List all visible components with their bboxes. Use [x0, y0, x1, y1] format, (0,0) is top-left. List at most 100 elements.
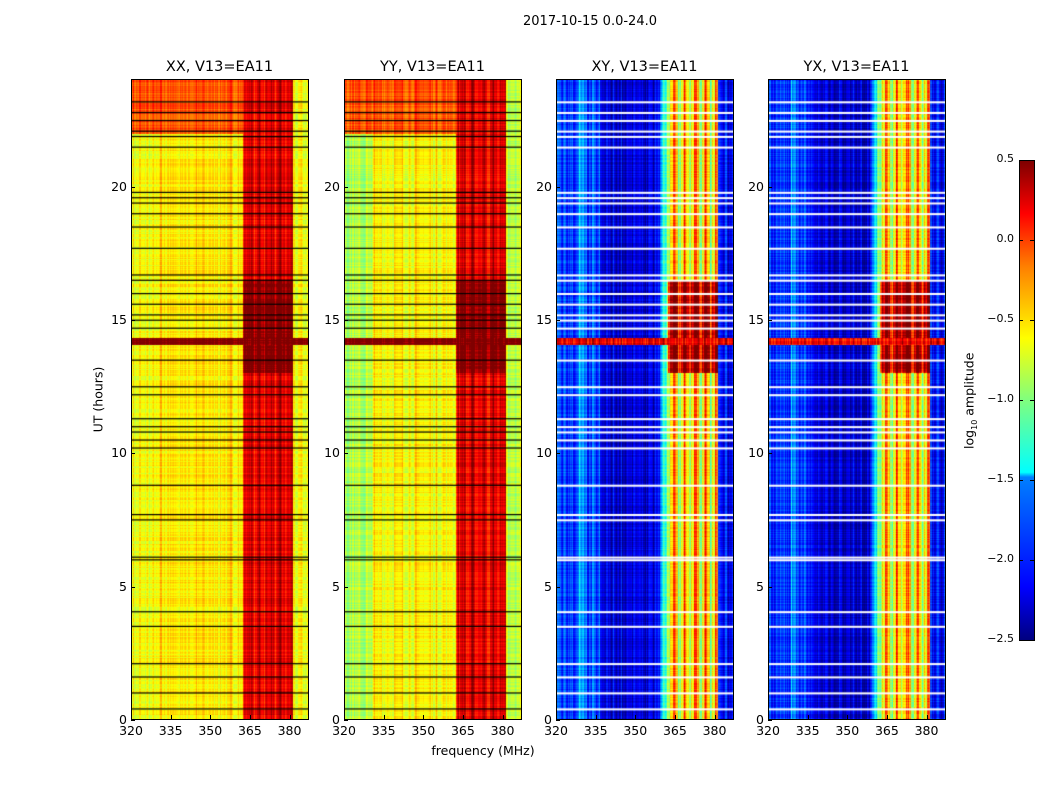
- y-tick-label: 20: [111, 178, 127, 194]
- x-tick-label: 365: [450, 723, 475, 738]
- x-tick-mark: [344, 715, 345, 719]
- y-tick-label: 15: [324, 312, 340, 327]
- y-tick-mark: [768, 586, 772, 588]
- y-tick-mark: [556, 586, 560, 588]
- x-tick-mark: [131, 715, 132, 719]
- y-tick-mark: [344, 186, 348, 188]
- x-tick-mark: [556, 715, 557, 719]
- colorbar-tick-label: −2.0: [987, 552, 1014, 565]
- x-tick-mark: [714, 715, 716, 719]
- panel-title: YY, V13=EA11: [380, 59, 485, 75]
- colorbar-tick-label: −1.5: [987, 472, 1014, 485]
- x-tick-label: 380: [277, 723, 302, 738]
- y-tick-mark: [131, 320, 135, 321]
- x-tick-mark: [289, 715, 291, 719]
- y-tick-mark: [344, 320, 348, 321]
- heatmap-cells: [769, 80, 945, 719]
- y-tick-mark: [768, 320, 772, 321]
- x-tick-label: 320: [544, 723, 568, 738]
- y-tick-label: 10: [111, 445, 127, 461]
- x-axis-label: frequency (MHz): [431, 743, 535, 758]
- x-tick-mark: [847, 715, 849, 719]
- colorbar-tick-mark: [1030, 160, 1034, 161]
- y-tick-mark: [131, 586, 135, 588]
- y-tick-label: 20: [748, 178, 764, 194]
- heatmap-cells: [345, 80, 521, 719]
- colorbar-tick-mark: [1030, 640, 1034, 641]
- y-tick-mark: [556, 453, 560, 455]
- x-tick-label: 320: [756, 723, 780, 738]
- colorbar-tick-label: −0.5: [987, 312, 1014, 325]
- x-tick-label: 365: [662, 723, 687, 738]
- y-axis-label: UT (hours): [90, 366, 106, 433]
- y-tick-mark: [131, 186, 135, 188]
- y-tick-mark: [344, 720, 348, 721]
- colorbar-tick-mark: [1019, 640, 1023, 641]
- heatmap-panel: [768, 79, 946, 720]
- x-tick-mark: [674, 715, 676, 719]
- y-tick-mark: [768, 453, 772, 455]
- y-tick-label: 15: [536, 312, 552, 327]
- colorbar-tick-mark: [1030, 480, 1034, 481]
- y-tick-label: 20: [324, 178, 340, 194]
- y-tick-label: 10: [536, 445, 552, 461]
- y-tick-label: 5: [332, 578, 340, 594]
- y-tick-label: 10: [324, 445, 340, 461]
- colorbar-tick-mark: [1019, 240, 1023, 241]
- x-tick-label: 380: [702, 723, 727, 738]
- y-tick-label: 0: [544, 712, 552, 727]
- colorbar-tick-mark: [1030, 400, 1034, 401]
- y-tick-mark: [344, 453, 348, 455]
- y-tick-mark: [768, 720, 772, 721]
- x-tick-mark: [595, 715, 597, 719]
- x-tick-mark: [170, 715, 172, 719]
- panel-title: YX, V13=EA11: [803, 59, 910, 75]
- colorbar-tick-mark: [1030, 240, 1034, 241]
- colorbar-tick-mark: [1019, 320, 1023, 321]
- y-tick-mark: [556, 720, 560, 721]
- panel-title: XX, V13=EA11: [165, 59, 274, 75]
- x-tick-mark: [249, 715, 251, 719]
- x-tick-label: 320: [332, 723, 356, 738]
- x-tick-label: 365: [874, 723, 899, 738]
- x-tick-mark: [423, 715, 425, 719]
- y-tick-mark: [131, 453, 135, 455]
- heatmap-panel: [556, 79, 734, 720]
- colorbar-tick-mark: [1019, 560, 1023, 561]
- x-tick-mark: [635, 715, 637, 719]
- colorbar-tick-label: 0.0: [996, 232, 1015, 245]
- x-tick-label: 335: [371, 723, 396, 738]
- heatmap-panel: [344, 79, 522, 720]
- x-tick-label: 365: [237, 723, 262, 738]
- x-tick-label: 320: [119, 723, 143, 738]
- y-tick-label: 15: [111, 312, 127, 327]
- x-tick-label: 380: [490, 723, 515, 738]
- x-tick-mark: [502, 715, 504, 719]
- y-tick-mark: [556, 320, 560, 321]
- y-tick-label: 5: [544, 578, 552, 594]
- y-tick-label: 15: [748, 312, 764, 327]
- y-tick-mark: [131, 720, 135, 721]
- y-tick-label: 20: [536, 178, 552, 194]
- x-tick-mark: [807, 715, 809, 719]
- colorbar-tick-label: 0.5: [996, 152, 1015, 165]
- colorbar-tick-mark: [1030, 560, 1034, 561]
- x-tick-label: 380: [914, 723, 939, 738]
- x-tick-mark: [768, 715, 769, 719]
- x-tick-mark: [886, 715, 888, 719]
- y-tick-label: 0: [332, 712, 340, 727]
- y-tick-mark: [768, 186, 772, 188]
- colorbar-tick-label: −1.0: [987, 392, 1014, 405]
- x-tick-mark: [210, 715, 212, 719]
- x-tick-mark: [383, 715, 385, 719]
- heatmap-panel: [131, 79, 309, 720]
- x-tick-label: 350: [198, 723, 223, 738]
- y-tick-mark: [556, 186, 560, 188]
- figure-title: 2017-10-15 0.0-24.0: [523, 14, 657, 29]
- colorbar-tick-label: −2.5: [987, 632, 1014, 645]
- x-tick-label: 335: [795, 723, 820, 738]
- x-tick-label: 350: [835, 723, 860, 738]
- colorbar-tick-mark: [1019, 480, 1023, 481]
- heatmap-cells: [132, 80, 308, 719]
